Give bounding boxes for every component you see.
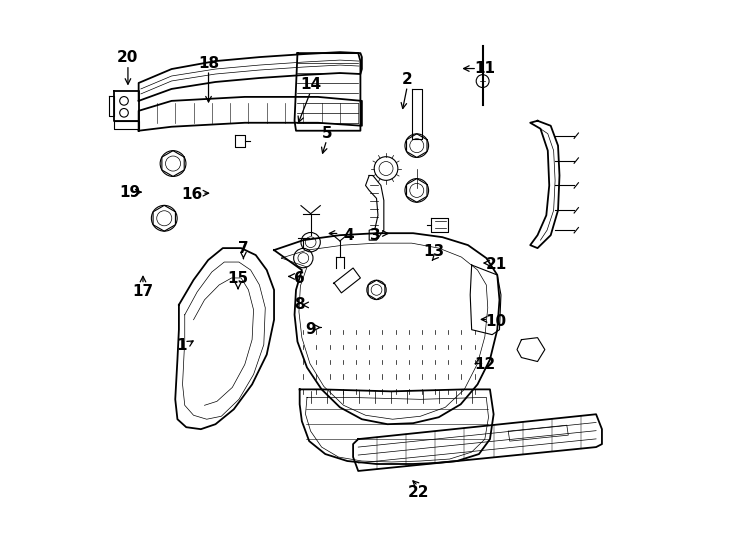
Text: 8: 8 [294, 298, 305, 313]
Text: 3: 3 [370, 227, 380, 242]
Text: 7: 7 [238, 241, 249, 256]
Text: 1: 1 [176, 338, 187, 353]
Text: 17: 17 [132, 284, 153, 299]
Text: 14: 14 [300, 77, 321, 92]
Text: 21: 21 [485, 257, 506, 272]
Text: 4: 4 [343, 227, 354, 242]
Text: 9: 9 [305, 322, 316, 336]
Text: 12: 12 [475, 356, 495, 372]
Text: 11: 11 [475, 61, 495, 76]
Text: 15: 15 [228, 271, 249, 286]
Text: 10: 10 [485, 314, 506, 328]
Text: 18: 18 [198, 56, 219, 71]
Text: 13: 13 [424, 244, 445, 259]
Text: 6: 6 [294, 271, 305, 286]
Text: 5: 5 [321, 125, 332, 140]
Text: 16: 16 [182, 187, 203, 202]
Text: 19: 19 [119, 185, 140, 200]
Text: 22: 22 [407, 485, 429, 501]
Text: 20: 20 [117, 50, 139, 65]
Text: 2: 2 [402, 72, 413, 87]
